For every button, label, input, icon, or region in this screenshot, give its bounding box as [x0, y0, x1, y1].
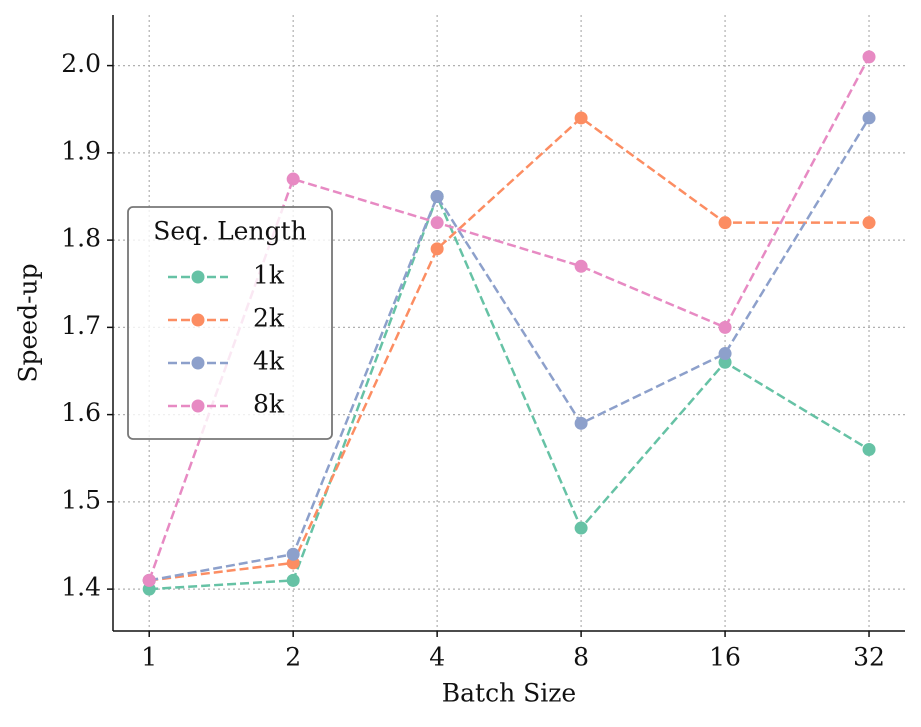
x-tick-label: 2: [285, 643, 301, 672]
x-tick-label: 32: [853, 643, 885, 672]
legend-swatch-marker: [191, 270, 205, 284]
data-point: [574, 416, 588, 430]
data-point: [574, 259, 588, 273]
data-point: [430, 189, 444, 203]
y-tick-label: 1.8: [61, 224, 101, 253]
data-point: [862, 443, 876, 457]
legend-swatch-marker: [191, 313, 205, 327]
series-line: [148, 117, 871, 582]
legend-label: 4k: [253, 347, 285, 376]
x-axis-label: Batch Size: [442, 679, 576, 708]
legend-swatch-marker: [191, 356, 205, 370]
y-tick-label: 1.7: [61, 311, 101, 340]
legend-swatch-marker: [191, 399, 205, 413]
data-point: [718, 347, 732, 361]
series-line: [149, 116, 870, 582]
y-tick-label: 1.6: [61, 398, 101, 427]
legend-box: [127, 206, 333, 440]
y-tick-label: 2.0: [61, 49, 101, 78]
y-tick-label: 1.9: [61, 136, 101, 165]
series-line: [149, 193, 870, 591]
data-point: [862, 50, 876, 64]
data-point: [862, 216, 876, 230]
x-tick-label: 16: [709, 643, 741, 672]
data-point: [430, 242, 444, 256]
x-tick-label: 1: [141, 643, 157, 672]
x-tick-label: 4: [429, 643, 445, 672]
legend: Seq. Length 1k 2k 4k 8k: [127, 206, 333, 440]
data-point: [718, 320, 732, 334]
data-point: [142, 573, 156, 587]
y-axis-label: Speed-up: [14, 263, 43, 382]
data-point: [718, 216, 732, 230]
data-point: [286, 172, 300, 186]
data-point: [286, 547, 300, 561]
data-point: [286, 573, 300, 587]
data-point: [574, 111, 588, 125]
data-point: [430, 216, 444, 230]
x-tick-label: 8: [573, 643, 589, 672]
legend-title: Seq. Length: [153, 217, 306, 246]
data-point: [574, 521, 588, 535]
data-point: [862, 111, 876, 125]
y-tick-label: 1.5: [61, 485, 101, 514]
y-tick-label: 1.4: [61, 573, 101, 602]
legend-label: 2k: [253, 304, 285, 333]
legend-label: 1k: [253, 261, 285, 290]
legend-label: 8k: [253, 390, 285, 419]
